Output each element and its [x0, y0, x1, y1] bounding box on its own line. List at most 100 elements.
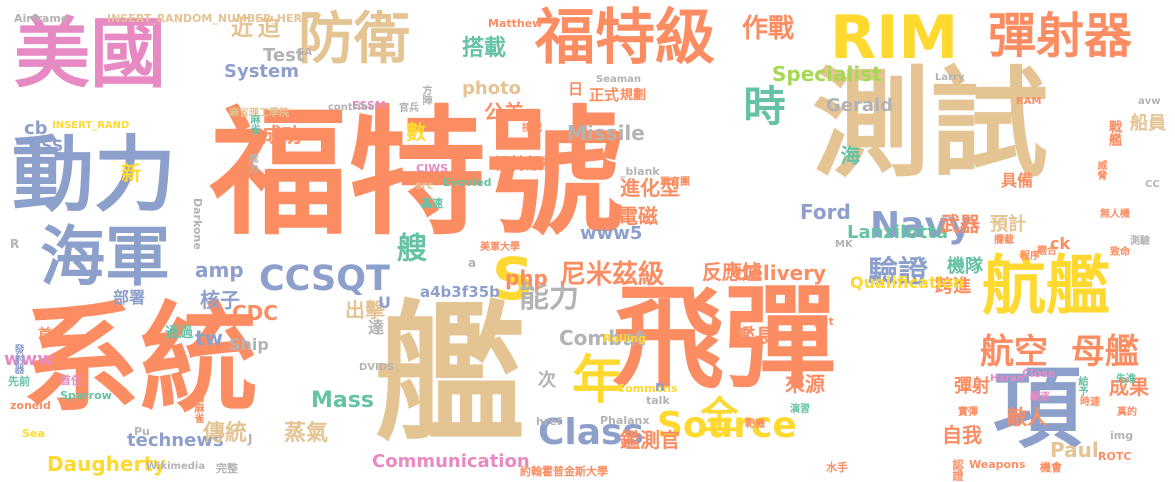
word: Test	[263, 45, 305, 66]
word: 核子	[200, 288, 240, 312]
word: 飛彈	[612, 274, 836, 404]
word: 先進	[1116, 374, 1136, 385]
word: Navy	[870, 205, 972, 246]
word: n	[655, 379, 665, 395]
word: 正式	[589, 86, 620, 104]
word: Rolling	[603, 332, 647, 345]
word: Paul	[1050, 438, 1099, 462]
word: 威脅	[1095, 160, 1106, 180]
word: 致命	[1110, 247, 1130, 258]
word: target	[795, 315, 834, 328]
word: Matthew	[488, 17, 543, 30]
word: 海麻雀	[192, 393, 203, 423]
word: 新	[121, 161, 141, 185]
word: 跨進	[935, 276, 971, 297]
word: 真的	[1117, 407, 1137, 418]
word: 方陣	[420, 85, 431, 105]
word: Combat	[559, 326, 646, 350]
word: DVIDS	[359, 362, 395, 373]
word: 母艦	[1071, 332, 1139, 372]
word: zoneid	[10, 399, 51, 412]
word: avw	[1138, 96, 1161, 107]
word: System	[224, 61, 299, 82]
word: Missile	[567, 121, 645, 145]
word: ROTC	[1098, 450, 1132, 463]
word: www	[4, 349, 54, 370]
word: 通過	[165, 325, 193, 341]
word: Ship	[229, 335, 269, 354]
word: 艦長	[735, 324, 775, 348]
word: amp	[195, 258, 244, 282]
word: _blank	[620, 165, 660, 178]
word: 海軍	[40, 220, 171, 295]
word: 預計	[990, 214, 1026, 235]
word: S	[492, 245, 534, 313]
word: Larry	[935, 72, 965, 83]
word: 航空	[980, 332, 1048, 372]
word: tw	[195, 326, 224, 350]
word: 進化型	[620, 176, 680, 200]
word: technews	[127, 430, 224, 451]
word: Communication	[372, 451, 530, 472]
word: USS	[28, 136, 64, 155]
word: 官兵	[399, 103, 419, 114]
word: 麻雀	[248, 114, 259, 134]
word: Airframe	[14, 12, 69, 25]
word: RAM	[1016, 96, 1042, 107]
word: 年	[572, 351, 625, 411]
word: 日	[568, 80, 584, 98]
word: J	[248, 432, 253, 446]
word: INSERT_RAND	[52, 120, 130, 131]
word: a4b3f35b	[420, 283, 500, 301]
word: Wikimedia	[146, 461, 206, 472]
word: Daugherty	[47, 452, 166, 476]
word: 系統	[22, 290, 259, 428]
word: Darkone	[191, 198, 204, 250]
word: R	[10, 237, 20, 251]
word: 海	[837, 145, 861, 165]
word: 接戰	[522, 123, 542, 134]
word: 艦	[375, 288, 526, 462]
word: 程序	[1020, 251, 1040, 262]
word: 艘	[391, 232, 426, 262]
word: 迫	[254, 16, 279, 38]
word: 公羊	[484, 100, 524, 124]
word: img	[1110, 429, 1134, 442]
word: 美軍大學	[480, 242, 520, 253]
word: 敵人	[1007, 405, 1047, 429]
word: Mass	[311, 388, 374, 413]
word: CCSQT	[259, 259, 390, 299]
word: Gerald	[826, 95, 894, 116]
word: RIM	[830, 3, 959, 73]
word: photo	[462, 78, 522, 99]
word: 福特級	[535, 3, 715, 73]
word: 具備	[1001, 171, 1034, 190]
word: 攔截	[994, 235, 1014, 246]
word: 發射器	[12, 344, 23, 374]
word: 實彈	[958, 407, 978, 418]
word: 首任	[60, 374, 82, 387]
word: 戰艦	[1106, 120, 1121, 146]
word: 福特號	[210, 93, 625, 254]
word: ESSM	[352, 99, 386, 112]
word: 認證	[951, 459, 964, 481]
word: 驗證	[868, 255, 928, 290]
word: 演習	[790, 404, 810, 415]
word: cb	[24, 118, 48, 139]
word: Sparrow	[60, 389, 112, 402]
word: 能力	[519, 280, 579, 315]
word: Weapons	[969, 458, 1026, 471]
word: Seaman	[596, 74, 642, 85]
word: 成果	[1109, 375, 1149, 399]
word: 防衛	[298, 7, 410, 72]
word: 尼米茲級	[560, 260, 665, 290]
word: CC	[1145, 179, 1160, 190]
word: ck	[1050, 234, 1071, 253]
word: href	[536, 415, 562, 428]
word: 船員	[1130, 113, 1166, 134]
word: 達	[368, 318, 385, 337]
word: Sea	[22, 427, 45, 440]
word: delivery	[735, 261, 827, 285]
word: 出擊	[345, 298, 385, 322]
